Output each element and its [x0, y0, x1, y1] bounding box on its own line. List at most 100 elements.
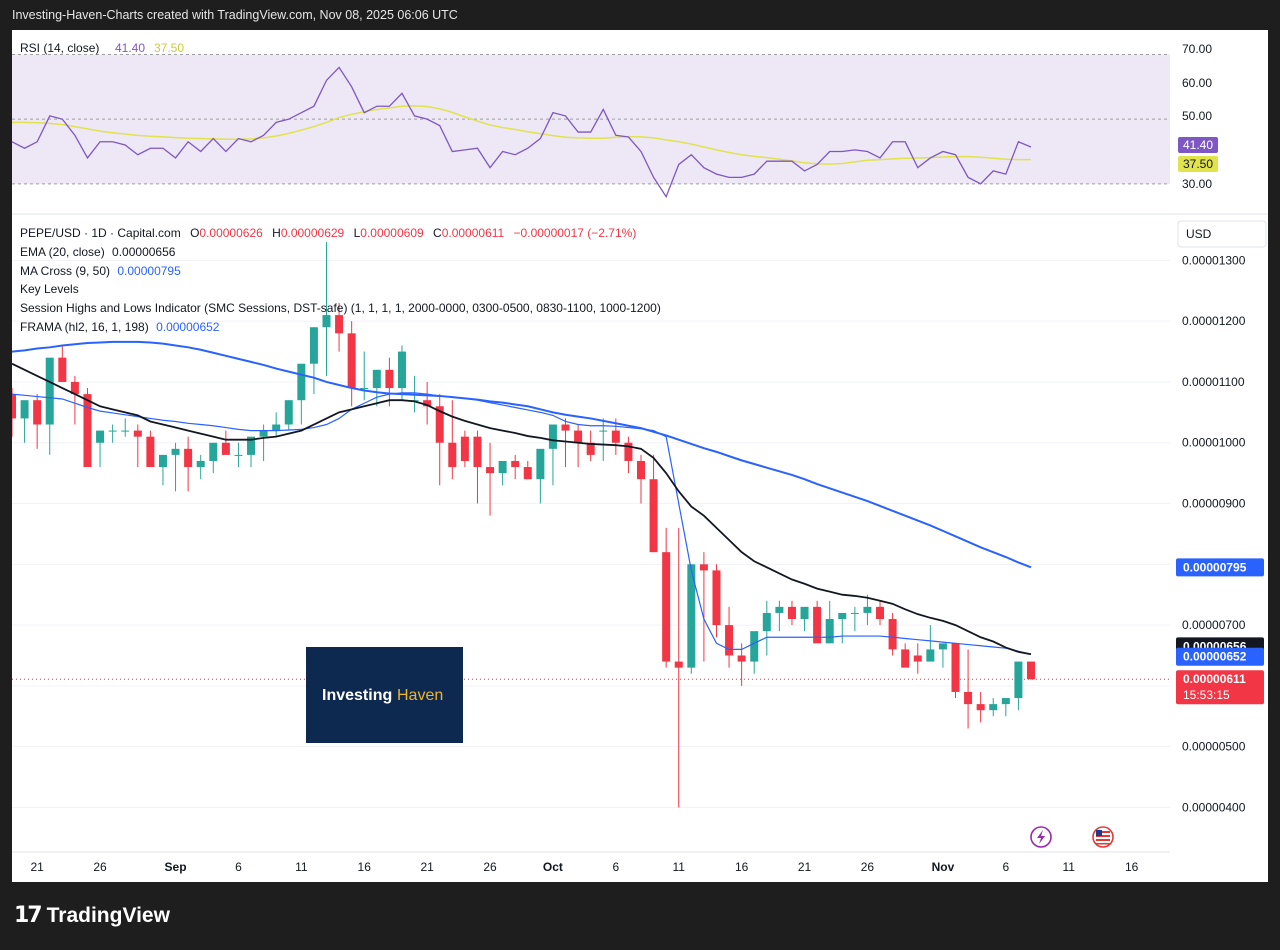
candle[interactable]	[448, 400, 457, 480]
candle[interactable]	[536, 448, 545, 504]
candle[interactable]	[561, 418, 570, 468]
candle[interactable]	[725, 606, 734, 668]
candle[interactable]	[234, 442, 243, 468]
candle[interactable]	[309, 327, 318, 395]
candle[interactable]	[473, 430, 482, 504]
candle[interactable]	[171, 442, 180, 492]
candle[interactable]	[70, 375, 79, 425]
candlestick-series[interactable]	[12, 242, 1035, 808]
candle[interactable]	[1014, 661, 1023, 711]
candle[interactable]	[96, 430, 105, 468]
candle[interactable]	[347, 321, 356, 407]
candle[interactable]	[876, 600, 885, 626]
candle[interactable]	[850, 606, 859, 632]
legend-key-levels[interactable]: Key Levels	[20, 282, 79, 296]
candle[interactable]	[649, 454, 658, 553]
candle[interactable]	[196, 454, 205, 480]
candle[interactable]	[498, 460, 507, 486]
candle[interactable]	[209, 442, 218, 474]
price-scale[interactable]: 0.00001300 0.00001200 0.00001100 0.00001000…	[1182, 253, 1246, 814]
candle-body	[284, 400, 293, 425]
candle[interactable]	[1001, 698, 1010, 717]
candle[interactable]	[599, 418, 608, 461]
candle[interactable]	[762, 600, 771, 656]
candle[interactable]	[146, 430, 155, 468]
candle[interactable]	[158, 454, 167, 486]
candle[interactable]	[45, 357, 54, 455]
candle[interactable]	[624, 436, 633, 474]
candle[interactable]	[901, 643, 910, 668]
time-label: 6	[1002, 860, 1009, 874]
candle[interactable]	[397, 345, 406, 401]
candle[interactable]	[435, 394, 444, 486]
candle[interactable]	[787, 600, 796, 626]
candle[interactable]	[1026, 661, 1035, 680]
currency-button[interactable]	[1177, 220, 1267, 248]
candle[interactable]	[750, 631, 759, 674]
legend-frama[interactable]: FRAMA (hl2, 16, 1, 198) 0.00000652	[20, 320, 220, 334]
candle-body	[825, 619, 834, 644]
candle[interactable]	[775, 600, 784, 632]
candle[interactable]	[33, 394, 42, 449]
candle[interactable]	[184, 436, 193, 492]
candle[interactable]	[926, 625, 935, 662]
price-pane[interactable]: Investing Haven PEPE/USD · 1D · Capital.…	[12, 220, 1267, 848]
candle[interactable]	[511, 454, 520, 480]
candle[interactable]	[838, 612, 847, 644]
candle[interactable]	[385, 357, 394, 407]
candle[interactable]	[951, 643, 960, 699]
legend-ema[interactable]: EMA (20, close) 0.00000656	[20, 245, 176, 259]
candle[interactable]	[372, 369, 381, 407]
candle[interactable]	[964, 649, 973, 729]
candle[interactable]	[121, 418, 130, 437]
candle[interactable]	[574, 424, 583, 468]
candle[interactable]	[637, 454, 645, 504]
candle[interactable]	[221, 430, 230, 455]
legend-session[interactable]: Session Highs and Lows Indicator (SMC Se…	[20, 301, 661, 315]
rsi-pane[interactable]: RSI (14, close) 41.40 37.50 70.00 60.00 …	[12, 41, 1218, 199]
candle[interactable]	[548, 424, 557, 486]
candle[interactable]	[297, 363, 306, 425]
candle[interactable]	[335, 302, 344, 352]
candle[interactable]	[247, 436, 256, 468]
candle[interactable]	[272, 412, 281, 437]
candle[interactable]	[800, 606, 809, 632]
candle[interactable]	[662, 527, 671, 668]
candle[interactable]	[20, 400, 29, 443]
legend-ma[interactable]: MA Cross (9, 50) 0.00000795	[20, 264, 181, 278]
candle[interactable]	[133, 424, 142, 468]
candle[interactable]	[360, 351, 369, 401]
us-flag-icon[interactable]	[1092, 826, 1114, 848]
candle[interactable]	[989, 698, 998, 717]
candle[interactable]	[976, 691, 985, 723]
candle[interactable]	[913, 643, 922, 674]
chart-canvas[interactable]: RSI (14, close) 41.40 37.50 70.00 60.00 …	[12, 30, 1268, 882]
candle[interactable]	[813, 600, 822, 644]
candle[interactable]	[12, 388, 16, 437]
candle[interactable]	[888, 612, 897, 656]
candle[interactable]	[58, 345, 67, 382]
candle[interactable]	[586, 430, 595, 461]
candle[interactable]	[863, 594, 872, 626]
candle[interactable]	[938, 643, 947, 668]
candle[interactable]	[423, 381, 432, 425]
candle[interactable]	[737, 643, 746, 686]
rsi-ma-badge	[1178, 156, 1218, 172]
candle[interactable]	[825, 600, 834, 644]
rsi-value-badge	[1178, 137, 1218, 153]
candle[interactable]	[674, 527, 683, 808]
candle[interactable]	[486, 442, 495, 516]
candle[interactable]	[523, 460, 532, 480]
candle[interactable]	[611, 418, 620, 455]
candle[interactable]	[460, 430, 469, 468]
legend-symbol[interactable]: PEPE/USD · 1D · Capital.com O0.00000626 …	[20, 226, 636, 240]
candle[interactable]	[284, 400, 293, 431]
candle[interactable]	[322, 242, 331, 376]
time-axis[interactable]: 21 26 Sep 6 11 16 21 26 Oct 6 11 16 21 26 Nov 6 11 16	[12, 851, 1170, 874]
candle[interactable]	[699, 552, 708, 662]
candle[interactable]	[108, 424, 117, 443]
candle[interactable]	[687, 564, 696, 674]
candle[interactable]	[83, 388, 92, 468]
candle[interactable]	[712, 564, 721, 638]
lightning-icon[interactable]	[1030, 826, 1052, 848]
